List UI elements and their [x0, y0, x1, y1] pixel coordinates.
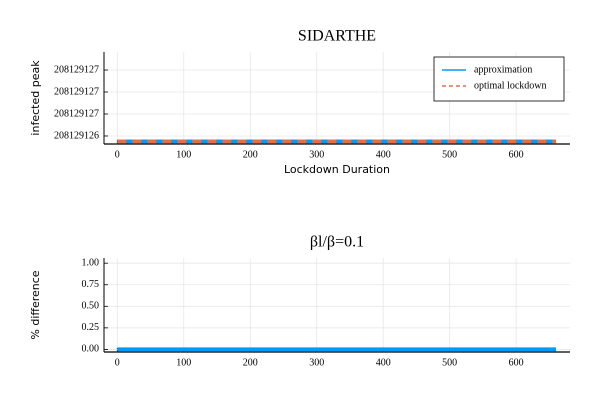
x-tick-label: 100	[176, 149, 191, 160]
y-tick-label: 1.00	[82, 257, 100, 268]
y-tick-label: 208129127	[54, 64, 99, 75]
x-tick-label: 300	[309, 149, 324, 160]
x-tick-label: 300	[309, 357, 324, 368]
x-tick-label: 200	[243, 149, 258, 160]
legend-label: optimal lockdown	[474, 80, 547, 91]
x-tick-label: 0	[115, 149, 120, 160]
y-axis-label: infected peak	[29, 60, 42, 136]
legend-box	[433, 56, 565, 102]
y-tick-label: 0.50	[82, 301, 100, 312]
y-tick-label: 0.25	[82, 322, 100, 333]
x-axis-label: Lockdown Duration	[284, 163, 390, 176]
chart-title: βl/β=0.1	[310, 234, 364, 251]
x-tick-label: 600	[509, 149, 524, 160]
x-tick-label: 100	[176, 357, 191, 368]
x-tick-label: 400	[376, 149, 391, 160]
x-tick-label: 200	[243, 357, 258, 368]
legend-label: approximation	[474, 64, 532, 75]
chart-title: SIDARTHE	[298, 28, 376, 45]
x-tick-label: 500	[442, 149, 457, 160]
y-tick-label: 0.00	[82, 344, 100, 355]
x-tick-label: 0	[115, 357, 120, 368]
y-axis-label: % difference	[29, 270, 42, 339]
x-tick-label: 500	[442, 357, 457, 368]
x-tick-label: 600	[509, 357, 524, 368]
y-tick-label: 208129127	[54, 86, 99, 97]
y-tick-label: 208129127	[54, 108, 99, 119]
x-tick-label: 400	[376, 357, 391, 368]
y-tick-label: 0.75	[82, 279, 100, 290]
y-tick-label: 208129126	[54, 130, 99, 141]
